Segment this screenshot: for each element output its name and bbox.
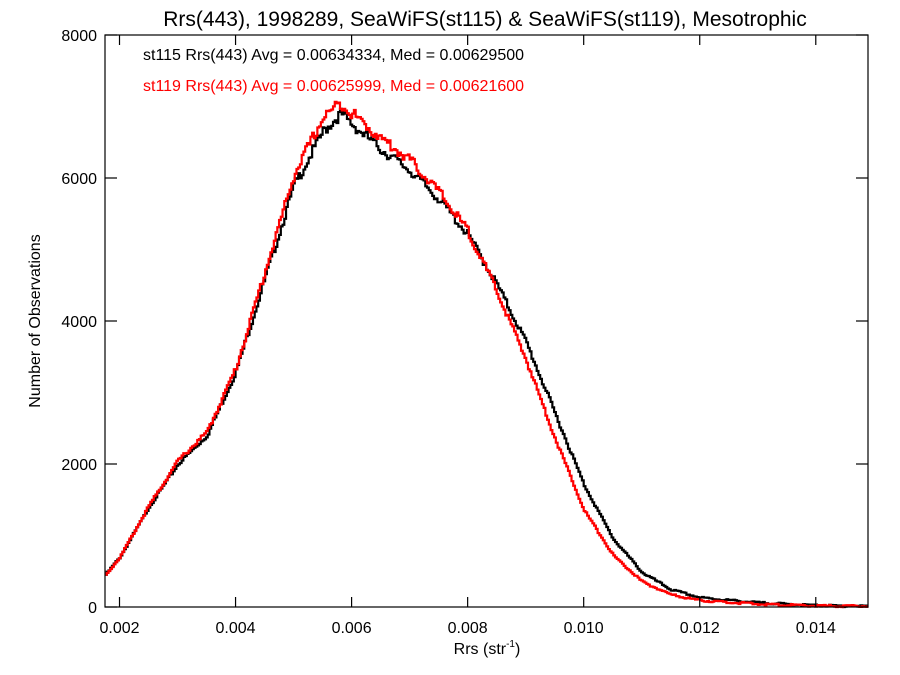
x-tick-label: 0.012 (680, 620, 720, 637)
y-tick-label: 0 (88, 600, 97, 617)
y-axis-label: Number of Observations (27, 234, 44, 407)
legend: st115 Rrs(443) Avg = 0.00634334, Med = 0… (143, 47, 524, 95)
x-tick-label: 0.014 (796, 620, 836, 637)
x-axis-label: Rrs (str-1) (454, 639, 521, 658)
y-tick-label: 6000 (61, 171, 97, 188)
x-tick-label: 0.010 (564, 620, 604, 637)
y-tick-label: 4000 (61, 314, 97, 331)
x-tick-label: 0.008 (448, 620, 488, 637)
x-tick-label: 0.006 (332, 620, 372, 637)
y-tick-label: 2000 (61, 457, 97, 474)
x-tick-label: 0.002 (99, 620, 139, 637)
series-line-st119 (105, 100, 869, 609)
series-line-st115 (105, 107, 869, 609)
chart-title: Rrs(443), 1998289, SeaWiFS(st115) & SeaW… (163, 8, 806, 31)
y-tick-label: 8000 (61, 28, 97, 45)
ticks-layer: 0.002 0.004 0.006 0.008 0.010 0.012 0.014 0 2000… (61, 28, 868, 637)
x-tick-label: 0.004 (216, 620, 256, 637)
series-layer (105, 100, 869, 609)
legend-entry-st115: st115 Rrs(443) Avg = 0.00634334, Med = 0… (143, 47, 524, 64)
legend-entry-st119: st119 Rrs(443) Avg = 0.00625999, Med = 0… (143, 78, 524, 95)
plot-frame (104, 34, 869, 608)
